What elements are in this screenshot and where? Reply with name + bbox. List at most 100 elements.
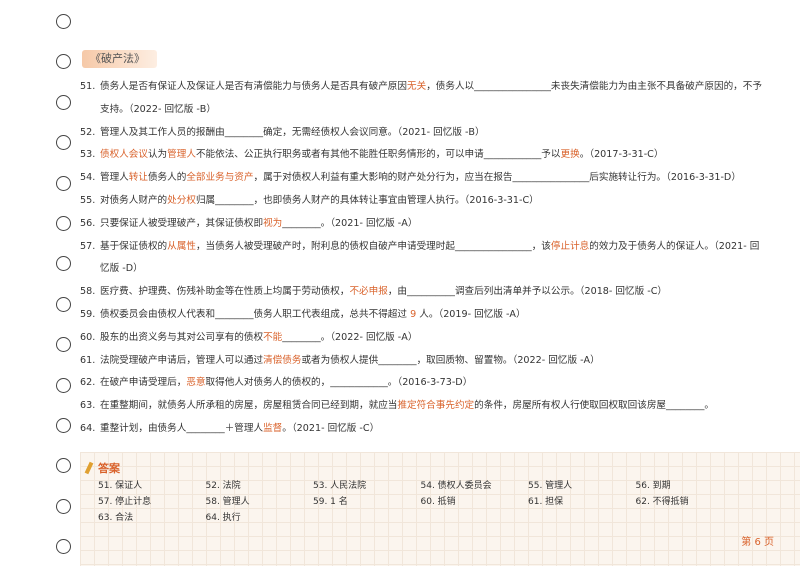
question: 60. 股东的出资义务与其对公司享有的债权不能________。（2022- 回忆… [80, 327, 765, 350]
answer-title: 答案 [98, 462, 120, 475]
text: 归属________，也即债务人财产的具体转让事宜由管理人执行。（2016-3-… [195, 194, 539, 206]
highlight: 债权人会议 [100, 149, 148, 161]
binder-hole [56, 135, 71, 151]
binder-hole [56, 539, 71, 555]
binder-hole [56, 14, 71, 29]
answer: 57. 停止计息 [98, 497, 152, 507]
question-text: 法院受理破产申请后，管理人可以通过清偿债务或者为债权人提供________，取回… [100, 350, 600, 373]
binder-hole [56, 458, 71, 474]
text: 法院受理破产申请后，管理人可以通过 [100, 354, 264, 366]
question-number: 60. [80, 331, 96, 343]
highlight: 9 [410, 308, 417, 320]
section-title: 《破产法》 [82, 50, 157, 68]
binder-hole [56, 498, 71, 514]
highlight: 不能 [263, 331, 283, 343]
text: 。（2017-3-31-C） [579, 149, 664, 161]
question-number: 53. [80, 149, 96, 161]
question: 51. 债务人是否有保证人及保证人是否有清偿能力与债务人是否具有破产原因无关，债务… [80, 76, 765, 122]
binder-hole [56, 175, 71, 191]
question-text: 只要保证人被受理破产，其保证债权即视为________。（2021- 回忆版 -… [100, 213, 417, 236]
highlight: 停止计息 [550, 240, 590, 252]
text: 对债务人财产的 [100, 194, 168, 206]
question-list: 51. 债务人是否有保证人及保证人是否有清偿能力与债务人是否具有破产原因无关，债务… [80, 76, 765, 441]
text: ________。（2022- 回忆版 -A） [282, 331, 418, 343]
answer: 62. 不得抵销 [635, 497, 689, 507]
text: 债权委员会由债权人代表和________债务人职工代表组成，总共不得超过 [100, 308, 411, 320]
question-text: 在重整期间，就债务人所承租的房屋，房屋租赁合同已经到期，就应当推定符合事先约定的… [100, 395, 714, 418]
highlight: 不必申报 [349, 286, 388, 298]
question: 57. 基于保证债权的从属性，当债务人被受理破产时，附利息的债权自破产申请受理时起… [80, 236, 765, 282]
question-number: 51. [80, 81, 96, 92]
answer: 60. 抵销 [420, 497, 456, 507]
text: 医疗费、护理费、伤残补助金等在性质上均属于劳动债权， [100, 286, 350, 298]
text: ，由__________调查后列出清单并予以公示。（2018- 回忆版 -C） [387, 286, 667, 298]
question: 55. 对债务人财产的处分权归属________，也即债务人财产的具体转让事宜由管… [80, 190, 765, 213]
highlight: 转让 [128, 172, 148, 184]
answer: 63. 合法 [98, 513, 134, 523]
text: 基于保证债权的 [100, 240, 168, 252]
text: 管理人 [100, 172, 129, 184]
binder-hole [56, 54, 71, 70]
answer: 52. 法院 [205, 481, 241, 491]
question: 53. 债权人会议认为管理人不能依法、公正执行职务或者有其他不能胜任职务情形的，可… [80, 144, 765, 167]
question-text: 股东的出资义务与其对公司享有的债权不能________。（2022- 回忆版 -… [100, 327, 417, 350]
text: 管理人及其工作人员的报酬由________确定，无需经债权人会议同意。（2021… [100, 126, 485, 138]
pencil-icon [84, 461, 94, 475]
highlight: 全部业务与资产 [186, 172, 254, 184]
question-text: 医疗费、护理费、伤残补助金等在性质上均属于劳动债权，不必申报，由________… [100, 281, 667, 304]
question: 54. 管理人转让债务人的全部业务与资产，属于对债权人利益有重大影响的财产处分行为… [80, 167, 765, 190]
highlight: 清偿债务 [263, 354, 302, 366]
binder-hole [56, 94, 71, 110]
question-number: 62. [80, 377, 96, 389]
binder-hole [56, 296, 71, 312]
text: 在重整期间，就债务人所承租的房屋，房屋租赁合同已经到期，就应当 [100, 400, 398, 412]
text: 重整计划，由债务人________＋管理人 [100, 422, 264, 434]
answer: 51. 保证人 [98, 481, 143, 491]
question-number: 61. [80, 354, 96, 366]
text: 认为 [147, 149, 168, 161]
text: 债务人的 [147, 172, 187, 184]
binder-hole [56, 216, 71, 231]
question-text: 债权委员会由债权人代表和________债务人职工代表组成，总共不得超过 9 人… [100, 304, 526, 327]
binder-hole [56, 337, 71, 353]
highlight: 视为 [263, 217, 283, 229]
question-number: 64. [80, 422, 96, 434]
text: 人。（2019- 回忆版 -A） [416, 308, 526, 320]
highlight: 恶意 [186, 377, 206, 389]
question: 64. 重整计划，由债务人________＋管理人监督。（2021- 回忆版 -C… [80, 418, 765, 441]
text: 。（2021- 回忆版 -C） [282, 422, 380, 434]
question-text: 管理人及其工作人员的报酬由________确定，无需经债权人会议同意。（2021… [100, 122, 485, 145]
question: 59. 债权委员会由债权人代表和________债务人职工代表组成，总共不得超过 … [80, 304, 765, 327]
text: 只要保证人被受理破产，其保证债权即 [100, 217, 264, 229]
question: 62. 在破产申请受理后，恶意取得他人对债务人的债权的，____________。… [80, 372, 765, 395]
answer: 54. 债权人委员会 [420, 481, 492, 491]
answer: 64. 执行 [205, 513, 241, 523]
text: 不能依法、公正执行职务或者有其他不能胜任职务情形的，可以申请__________… [195, 149, 561, 161]
highlight: 监督 [263, 422, 283, 434]
highlight: 无关 [407, 81, 427, 92]
highlight: 管理人 [167, 149, 196, 161]
question-number: 58. [80, 286, 96, 298]
text: 债务人是否有保证人及保证人是否有清偿能力与债务人是否具有破产原因 [100, 81, 407, 92]
text: 在破产申请受理后， [100, 377, 187, 389]
question: 56. 只要保证人被受理破产，其保证债权即视为________。（2021- 回忆… [80, 213, 765, 236]
question-number: 63. [80, 400, 96, 412]
question-number: 57. [80, 240, 96, 252]
highlight: 处分权 [167, 194, 196, 206]
question-text: 对债务人财产的处分权归属________，也即债务人财产的具体转让事宜由管理人执… [100, 190, 539, 213]
question-text: 基于保证债权的从属性，当债务人被受理破产时，附利息的债权自破产申请受理时起___… [100, 236, 765, 282]
highlight: 从属性 [167, 240, 196, 252]
question: 52. 管理人及其工作人员的报酬由________确定，无需经债权人会议同意。（2… [80, 122, 765, 145]
text: ，属于对债权人利益有重大影响的财产处分行为，应当在报告_____________… [253, 172, 741, 184]
question-number: 56. [80, 217, 96, 229]
text: 取得他人对债务人的债权的，____________。（2016-3-73-D） [205, 377, 473, 389]
answer: 61. 担保 [528, 497, 564, 507]
highlight: 推定符合事先约定 [397, 400, 475, 412]
text: ，债务人以________________未丧失清偿能力为由主张不具备破产原因的… [100, 81, 762, 115]
text: 或者为债权人提供________，取回质物、留置物。（2022- 回忆版 -A） [301, 354, 600, 366]
answer: 53. 人民法院 [313, 481, 367, 491]
answer: 56. 到期 [635, 481, 671, 491]
question: 61. 法院受理破产申请后，管理人可以通过清偿债务或者为债权人提供________… [80, 350, 765, 373]
answer-box: 答案 第 6 页 51. 保证人 52. 法院 53. 人民法院 54. 债权人委员会… [80, 452, 800, 566]
highlight: 更换 [560, 149, 580, 161]
